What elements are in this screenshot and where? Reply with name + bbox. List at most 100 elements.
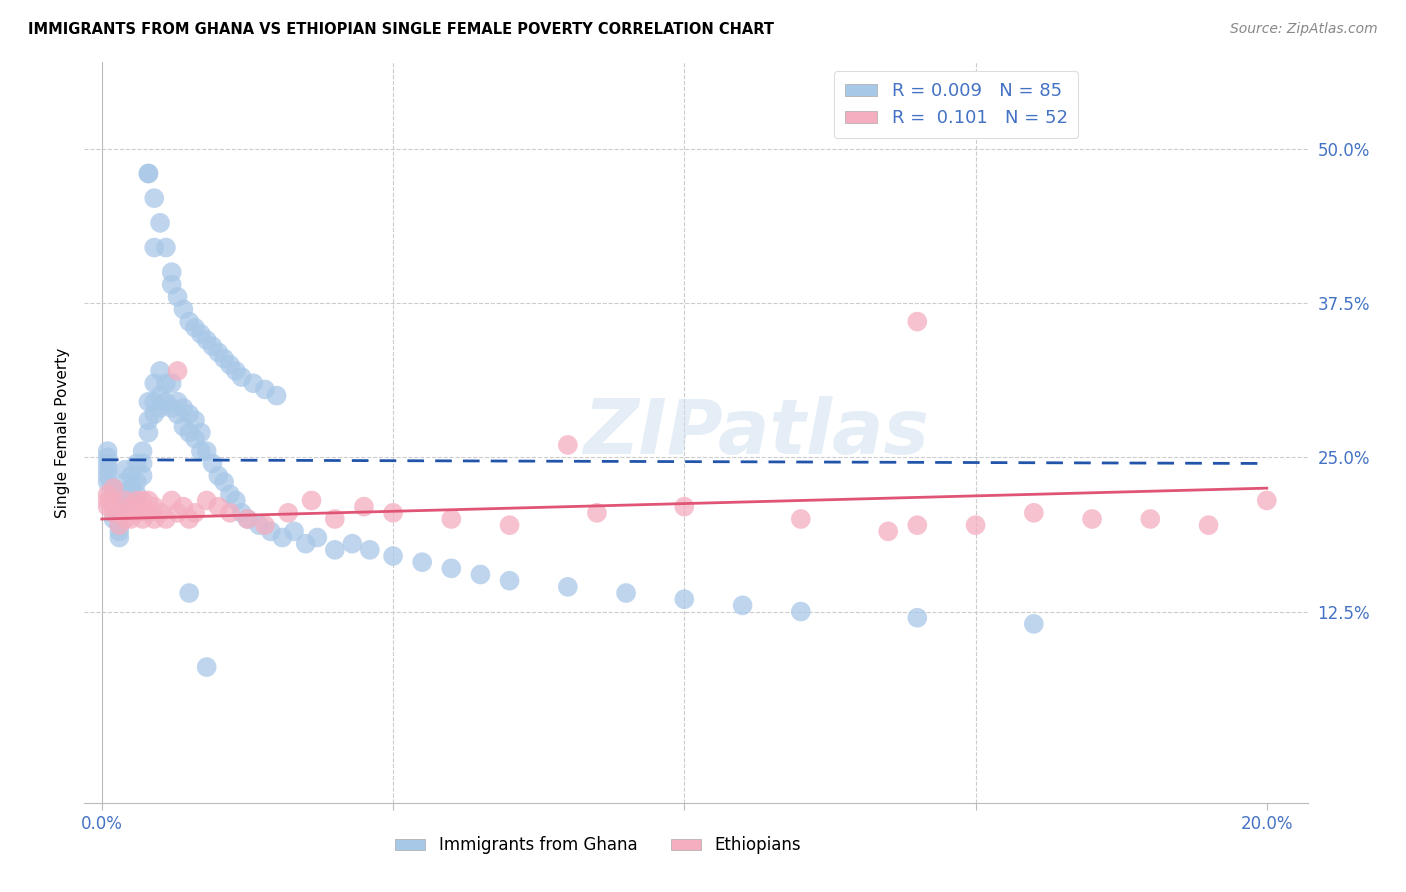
Point <box>353 500 375 514</box>
Point <box>212 475 235 489</box>
Point <box>108 531 131 545</box>
Point <box>277 506 299 520</box>
Point <box>253 383 276 397</box>
Point <box>138 425 160 440</box>
Point <box>108 506 131 520</box>
Point <box>114 493 136 508</box>
Text: IMMIGRANTS FROM GHANA VS ETHIOPIAN SINGLE FEMALE POVERTY CORRELATION CHART: IMMIGRANTS FROM GHANA VS ETHIOPIAN SINGL… <box>28 22 775 37</box>
Point <box>155 394 177 409</box>
Y-axis label: Single Female Poverty: Single Female Poverty <box>55 348 70 517</box>
Point <box>114 512 136 526</box>
Point <box>382 549 405 563</box>
Text: ZIPatlas: ZIPatlas <box>583 396 931 469</box>
Point <box>103 506 125 520</box>
Point <box>219 487 242 501</box>
Point <box>103 481 125 495</box>
Point <box>219 506 242 520</box>
Point <box>673 592 696 607</box>
Point <box>120 493 142 508</box>
Point <box>143 191 166 205</box>
Point <box>1022 616 1045 631</box>
Point <box>172 419 194 434</box>
Point <box>97 457 120 471</box>
Point <box>138 166 160 180</box>
Point <box>790 605 813 619</box>
Point <box>342 536 364 550</box>
Point <box>160 401 183 415</box>
Point <box>103 493 125 508</box>
Point <box>179 407 201 421</box>
Point <box>236 512 259 526</box>
Point <box>1081 512 1104 526</box>
Point <box>207 500 229 514</box>
Point <box>138 413 160 427</box>
Point <box>108 518 131 533</box>
Point <box>586 506 609 520</box>
Point <box>125 506 148 520</box>
Point <box>114 487 136 501</box>
Point <box>131 444 153 458</box>
Point <box>195 493 218 508</box>
Point <box>323 512 346 526</box>
Point <box>103 493 125 508</box>
Point <box>359 542 381 557</box>
Point <box>120 500 142 514</box>
Point <box>131 457 153 471</box>
Point <box>97 475 120 489</box>
Point <box>131 512 153 526</box>
Point <box>160 265 183 279</box>
Point <box>905 610 928 624</box>
Point <box>125 493 148 508</box>
Text: Source: ZipAtlas.com: Source: ZipAtlas.com <box>1230 22 1378 37</box>
Point <box>440 561 463 575</box>
Point <box>97 450 120 465</box>
Point <box>184 320 207 334</box>
Point <box>877 524 900 539</box>
Point <box>965 518 987 533</box>
Point <box>103 487 125 501</box>
Point <box>179 425 201 440</box>
Point <box>172 401 194 415</box>
Point <box>143 500 166 514</box>
Point <box>120 468 142 483</box>
Point <box>179 512 201 526</box>
Point <box>225 364 247 378</box>
Point <box>103 512 125 526</box>
Point <box>97 487 120 501</box>
Point <box>138 394 160 409</box>
Point <box>125 475 148 489</box>
Point <box>143 407 166 421</box>
Point <box>225 493 247 508</box>
Point <box>172 302 194 317</box>
Point <box>97 444 120 458</box>
Point <box>160 493 183 508</box>
Point <box>184 506 207 520</box>
Point <box>231 506 253 520</box>
Point <box>190 444 212 458</box>
Point <box>143 512 166 526</box>
Point <box>125 487 148 501</box>
Point <box>166 407 188 421</box>
Point <box>108 506 131 520</box>
Point <box>673 500 696 514</box>
Point <box>260 524 283 539</box>
Point <box>103 481 125 495</box>
Point <box>97 500 120 514</box>
Point <box>731 599 754 613</box>
Point <box>166 394 188 409</box>
Point <box>253 518 276 533</box>
Point <box>166 290 188 304</box>
Point <box>149 506 172 520</box>
Point <box>195 444 218 458</box>
Point <box>440 512 463 526</box>
Point <box>301 493 323 508</box>
Point <box>138 166 160 180</box>
Point <box>138 506 160 520</box>
Point <box>143 240 166 255</box>
Point <box>382 506 405 520</box>
Point <box>108 518 131 533</box>
Point <box>498 574 520 588</box>
Point <box>294 536 316 550</box>
Point <box>131 493 153 508</box>
Point <box>557 580 579 594</box>
